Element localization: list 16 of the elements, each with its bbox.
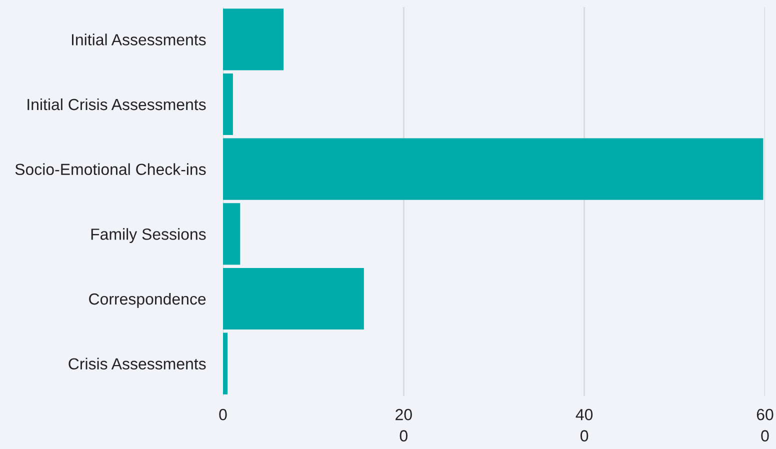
y-tick-label: Family Sessions — [91, 228, 206, 244]
y-tick-label: Crisis Assessments — [68, 358, 206, 370]
y-tick-label: Initial Assessments — [72, 34, 206, 46]
bar — [223, 268, 364, 330]
x-tick-label: 60 0 — [756, 408, 774, 442]
bar — [223, 203, 240, 265]
bar — [223, 332, 228, 394]
bar — [223, 8, 284, 70]
bar — [223, 138, 764, 200]
bar — [223, 73, 233, 136]
y-tick-label: Initial Crisis Assessments — [28, 98, 206, 110]
x-tick-label: 40 0 — [576, 408, 593, 442]
x-tick-label: 0 — [219, 408, 227, 420]
y-tick-label: Correspondence — [89, 292, 206, 308]
y-tick-label: Socio-Emotional Check-ins — [15, 163, 206, 176]
x-tick-label: 20 0 — [396, 408, 412, 442]
